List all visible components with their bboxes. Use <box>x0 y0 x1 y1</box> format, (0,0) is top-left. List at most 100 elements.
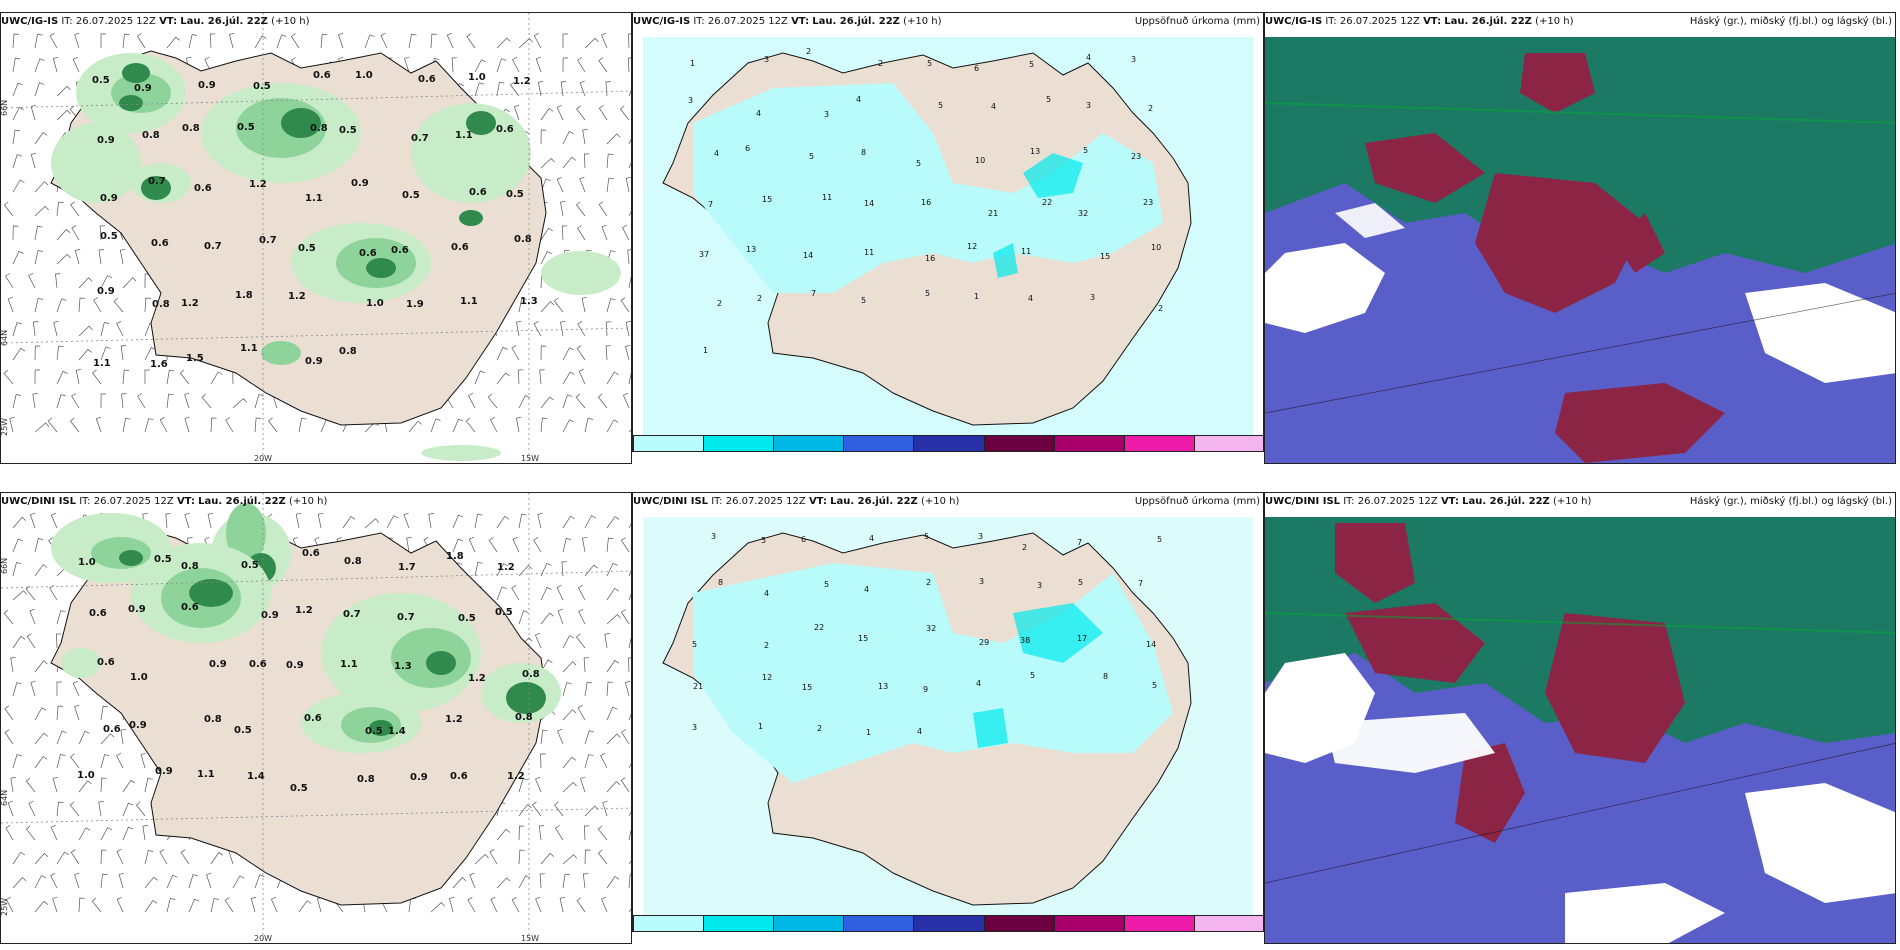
wind-barb <box>380 32 388 49</box>
wind-barb <box>512 56 520 73</box>
wind-barb <box>56 705 64 721</box>
wind-barb <box>474 370 486 385</box>
accum-value-label: 2 <box>757 294 762 303</box>
precip-value-label: 0.6 <box>194 183 212 194</box>
precip-value-label: 0.9 <box>97 135 115 146</box>
precip-value-label: 1.9 <box>406 299 424 310</box>
wind-barb <box>621 609 630 625</box>
wind-barb <box>210 417 217 433</box>
wind-barb <box>122 277 137 289</box>
wind-barb <box>606 133 621 145</box>
wind-barb <box>509 81 520 97</box>
wind-barb <box>32 393 38 409</box>
precip-map-dini: 66N 64N 25W 20W 15W 1.0 0.5 0.8 0.5 0.6 0.8 1.… <box>1 493 631 943</box>
wind-barb <box>628 33 631 49</box>
wind-barb <box>254 35 267 49</box>
wind-barb <box>29 608 36 625</box>
accum-value-label: 5 <box>938 101 943 110</box>
accum-value-label: 2 <box>1022 543 1027 552</box>
wind-barb <box>513 104 520 121</box>
legend-swatch <box>914 436 985 451</box>
accum-value-label: 4 <box>991 102 996 111</box>
wind-barb <box>430 902 445 913</box>
wind-barb <box>452 877 467 889</box>
wind-barb <box>100 346 111 361</box>
accum-value-label: 2 <box>817 724 822 733</box>
wind-barb <box>598 57 608 73</box>
wind-barb <box>606 537 614 553</box>
wind-barb <box>540 852 555 865</box>
wind-barb <box>206 872 212 889</box>
precip-value-label: 0.9 <box>286 660 304 671</box>
wind-barb <box>540 659 553 673</box>
wind-barb <box>556 584 564 601</box>
cloud-map-panel-dini: UWC/DINI ISL IT: 26.07.2025 12Z VT: Lau.… <box>1264 492 1896 944</box>
legend-swatch <box>914 916 985 931</box>
wind-barb <box>290 33 300 49</box>
cloud-map-igis <box>1265 37 1895 463</box>
wind-barb <box>34 756 48 769</box>
accum-value-label: 11 <box>1021 247 1031 256</box>
wind-barb <box>70 849 80 865</box>
wind-barb <box>537 512 543 529</box>
precip-value-label: 0.7 <box>204 241 222 252</box>
wind-barb <box>100 33 106 48</box>
precip-value-label: 0.6 <box>313 70 331 81</box>
wind-barb <box>53 320 59 337</box>
wind-barb <box>91 897 102 913</box>
accum-value-label: 5 <box>761 536 766 545</box>
wind-barb <box>75 368 82 385</box>
wind-barb <box>518 825 525 841</box>
precip-value-label: 0.6 <box>391 245 409 256</box>
wind-barb <box>562 537 572 553</box>
wind-barb <box>606 614 621 625</box>
legend-swatch <box>984 916 1055 931</box>
wind-barb <box>496 586 507 601</box>
precip-area <box>226 503 266 563</box>
wind-barb <box>232 398 248 409</box>
precip-area <box>51 123 141 203</box>
wind-barb <box>597 393 608 409</box>
wind-barb <box>562 131 574 145</box>
precip-value-label: 0.5 <box>241 560 259 571</box>
wind-barb <box>144 900 158 913</box>
wind-barb <box>34 58 45 73</box>
wind-barb <box>122 369 130 385</box>
precip-area <box>119 550 143 566</box>
wind-barb <box>540 108 554 121</box>
panel-title: UWC/IG-IS IT: 26.07.2025 12Z VT: Lau. 26… <box>1265 16 1574 27</box>
precip-value-label: 0.6 <box>89 608 107 619</box>
wind-barb <box>584 805 599 817</box>
wind-barb <box>207 512 214 529</box>
wind-barb <box>533 321 542 337</box>
wind-barb <box>559 896 566 913</box>
precip-value-label: 0.6 <box>451 242 469 253</box>
wind-barb <box>100 873 108 889</box>
wind-barb <box>270 896 278 913</box>
wind-barb <box>25 825 36 841</box>
wind-barb <box>496 563 509 577</box>
precip-value-label: 0.7 <box>343 609 361 620</box>
wind-barb <box>584 417 593 433</box>
legend-swatch <box>844 436 915 451</box>
wind-barb <box>116 848 124 865</box>
wind-barb <box>576 201 586 217</box>
legend-swatch <box>1054 436 1125 451</box>
wind-barb <box>137 393 146 409</box>
wind-barb <box>532 801 542 817</box>
precip-value-label: 1.1 <box>93 358 111 369</box>
precip-value-label: 1.4 <box>388 726 406 737</box>
wind-barb <box>180 849 190 865</box>
accum-value-label: 11 <box>864 248 874 257</box>
wind-barb <box>583 657 590 673</box>
cloud-map-panel-igis: UWC/IG-IS IT: 26.07.2025 12Z VT: Lau. 26… <box>1264 12 1896 464</box>
wind-barb <box>469 872 476 889</box>
wind-barb <box>92 369 102 385</box>
wind-barb <box>30 104 36 121</box>
wind-barb <box>52 896 58 913</box>
wind-barb <box>540 753 546 769</box>
lat-64-label: 64N <box>1 790 9 806</box>
wind-barb <box>553 297 564 313</box>
accum-value-label: 7 <box>1077 538 1082 547</box>
wind-barb <box>338 32 344 49</box>
